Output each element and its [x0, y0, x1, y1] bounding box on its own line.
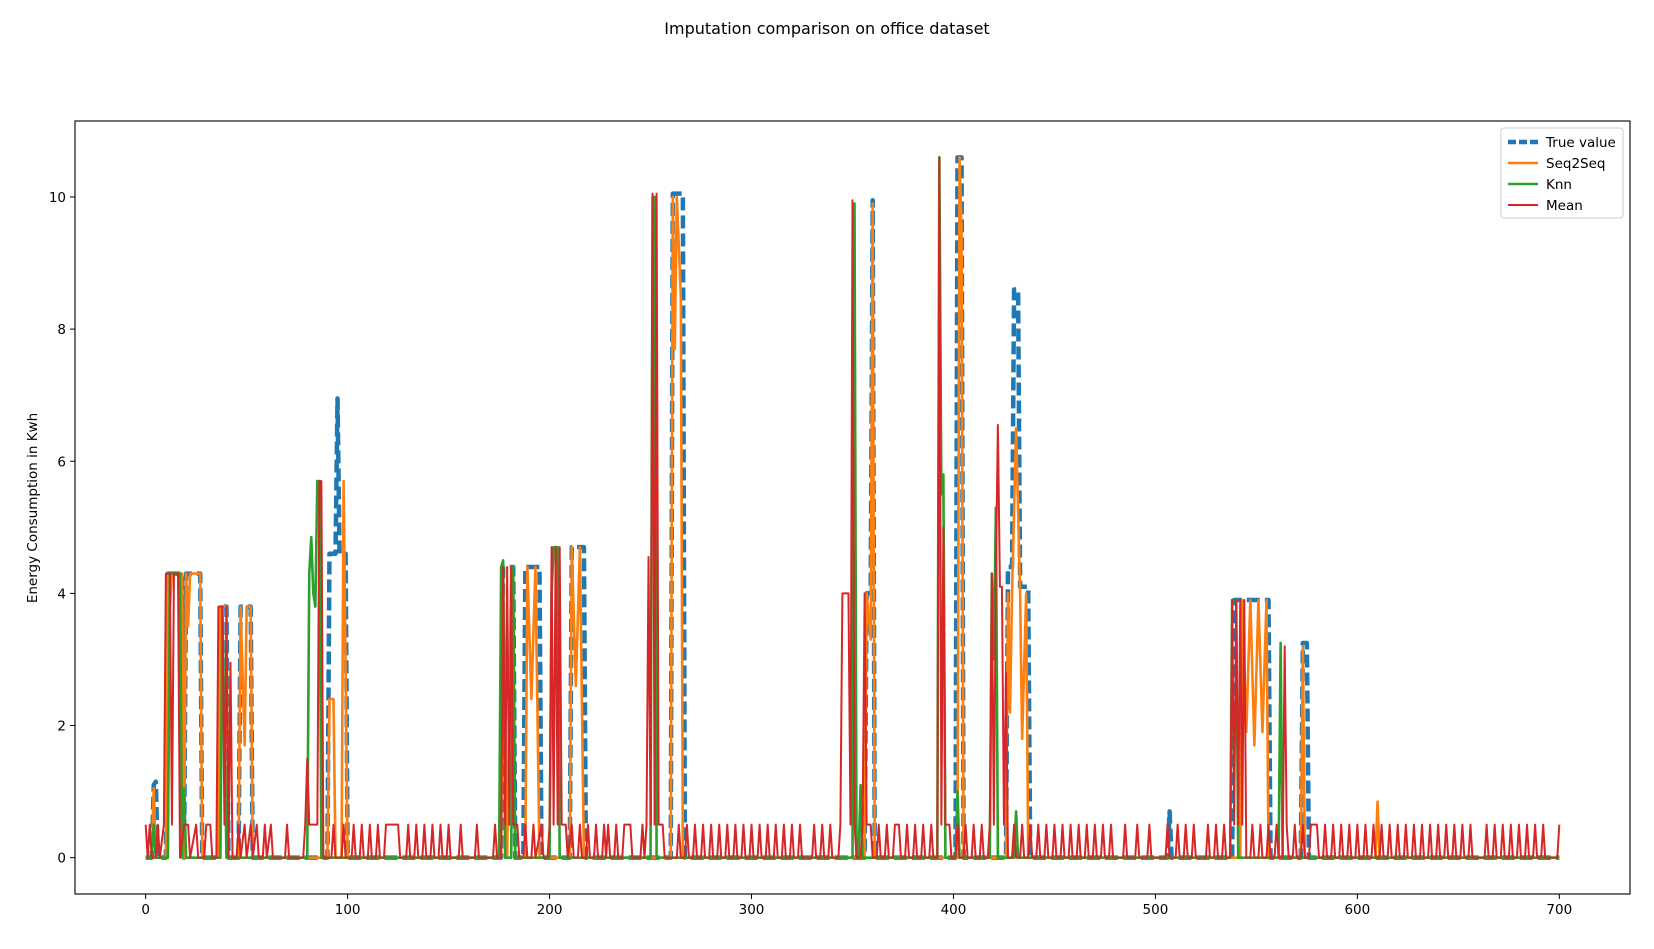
- x-tick-label: 500: [1143, 902, 1169, 918]
- legend: True value Seq2Seq Knn Mean: [1500, 127, 1624, 219]
- x-tick-label: 100: [335, 902, 361, 918]
- x-tick-label: 300: [739, 902, 765, 918]
- x-axis: 0 100 200 300 400 500 600 700: [141, 894, 1572, 918]
- y-tick-label: 6: [57, 454, 66, 470]
- chart-title: Imputation comparison on office dataset: [664, 19, 989, 38]
- x-tick-label: 700: [1546, 902, 1572, 918]
- y-axis: 0 2 4 6 8 10: [49, 190, 75, 867]
- y-tick-label: 0: [57, 851, 66, 867]
- y-tick-label: 4: [57, 586, 66, 602]
- legend-label-seq2seq: Seq2Seq: [1546, 156, 1605, 172]
- x-tick-label: 0: [141, 902, 150, 918]
- series-line-mean: [144, 156, 1561, 859]
- legend-label-true-value: True value: [1545, 135, 1616, 151]
- plot-frame: [74, 120, 1631, 895]
- x-tick-label: 600: [1344, 902, 1370, 918]
- y-tick-label: 8: [57, 322, 66, 338]
- x-tick-label: 200: [537, 902, 563, 918]
- legend-label-mean: Mean: [1546, 198, 1583, 214]
- y-axis-label: Energy Consumption in Kwh: [25, 413, 41, 603]
- y-tick-label: 2: [57, 719, 66, 735]
- legend-label-knn: Knn: [1546, 177, 1572, 193]
- plot-area: [144, 155, 1561, 860]
- x-tick-label: 400: [941, 902, 967, 918]
- y-tick-label: 10: [49, 190, 66, 206]
- legend-box: [1500, 127, 1624, 219]
